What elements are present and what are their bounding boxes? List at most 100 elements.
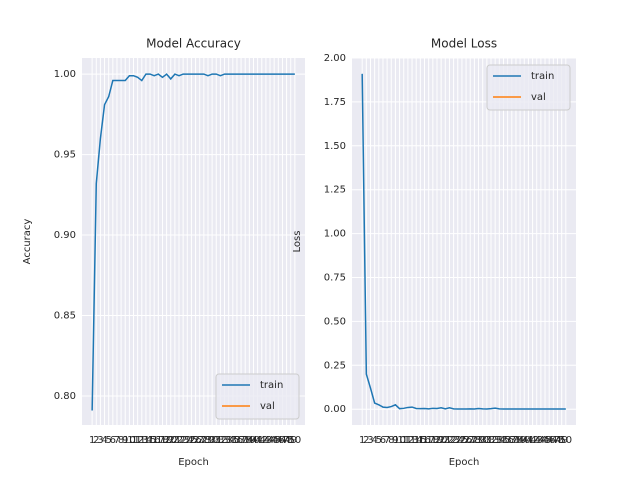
x-tick-label: 45 [268, 435, 281, 446]
plot-area [352, 58, 576, 425]
x-tick-label: 21 [439, 435, 452, 446]
x-tick-label: 25 [456, 435, 469, 446]
x-tick-label: 50 [288, 435, 301, 446]
y-tick-label: 0.75 [324, 272, 346, 283]
x-tick-label: 4 [101, 435, 107, 446]
x-tick-label: 14 [410, 435, 423, 446]
legend-label: val [531, 92, 546, 103]
chart-title: Model Loss [431, 37, 497, 51]
x-tick-label: 35 [226, 435, 239, 446]
x-tick-label: 11 [397, 435, 410, 446]
x-tick-label: 37 [505, 435, 518, 446]
y-tick-label: 0.50 [324, 316, 346, 327]
x-tick-label: 13 [135, 435, 148, 446]
x-tick-label: 42 [526, 435, 539, 446]
x-tick-label: 39 [514, 435, 527, 446]
x-tick-label: 15 [414, 435, 427, 446]
x-tick-label: 9 [392, 435, 398, 446]
x-tick-label: 40 [518, 435, 531, 446]
y-tick-label: 0.00 [324, 404, 346, 415]
x-tick-label: 28 [468, 435, 481, 446]
x-tick-label: 16 [418, 435, 431, 446]
x-tick-label: 36 [501, 435, 514, 446]
x-tick-label: 4 [371, 435, 377, 446]
x-tick-label: 12 [402, 435, 415, 446]
y-tick-label: 1.50 [324, 141, 346, 152]
x-tick-label: 33 [489, 435, 502, 446]
x-tick-label: 32 [214, 435, 227, 446]
x-tick-label: 24 [181, 435, 194, 446]
legend-box [486, 64, 571, 111]
line [361, 73, 566, 410]
x-tick-label: 48 [551, 435, 564, 446]
x-tick-label: 13 [406, 435, 419, 446]
x-tick-label: 1 [89, 435, 95, 446]
x-tick-label: 15 [144, 435, 157, 446]
legend-label: train [531, 71, 554, 82]
x-tick-label: 33 [218, 435, 231, 446]
x-tick-label: 44 [264, 435, 277, 446]
x-tick-label: 43 [530, 435, 543, 446]
x-tick-label: 45 [539, 435, 552, 446]
y-tick-label: 1.75 [324, 97, 346, 108]
x-tick-label: 26 [189, 435, 202, 446]
chart-title: Model Accuracy [146, 37, 241, 51]
x-tick-label: 23 [177, 435, 190, 446]
x-tick-label: 20 [435, 435, 448, 446]
x-tick-label: 16 [148, 435, 161, 446]
line [91, 73, 295, 411]
legend: train val [215, 373, 300, 420]
x-tick-label: 46 [272, 435, 285, 446]
x-tick-label: 7 [384, 435, 390, 446]
x-axis-label: Epoch [178, 457, 209, 468]
x-tick-label: 18 [156, 435, 169, 446]
x-tick-label: 22 [173, 435, 186, 446]
x-tick-label: 17 [422, 435, 435, 446]
x-tick-label: 14 [140, 435, 153, 446]
x-tick-label: 6 [110, 435, 116, 446]
x-tick-label: 27 [464, 435, 477, 446]
y-tick-label: 2.00 [324, 53, 346, 64]
x-tick-label: 3 [97, 435, 103, 446]
x-tick-label: 22 [443, 435, 456, 446]
x-tick-label: 49 [284, 435, 297, 446]
x-tick-label: 38 [510, 435, 523, 446]
x-tick-label: 5 [105, 435, 111, 446]
y-tick-label: 0.95 [54, 150, 76, 161]
x-tick-label: 3 [367, 435, 373, 446]
x-tick-label: 34 [222, 435, 235, 446]
x-tick-label: 18 [426, 435, 439, 446]
x-tick-label: 8 [388, 435, 394, 446]
y-tick-label: 1.00 [54, 69, 76, 80]
x-tick-label: 39 [243, 435, 256, 446]
y-axis-label: Loss [292, 231, 303, 253]
y-tick-label: 0.80 [54, 391, 76, 402]
x-tick-label: 24 [451, 435, 464, 446]
x-tick-label: 30 [476, 435, 489, 446]
x-tick-label: 19 [431, 435, 444, 446]
x-tick-label: 2 [363, 435, 369, 446]
x-tick-label: 29 [202, 435, 215, 446]
x-tick-label: 8 [118, 435, 124, 446]
x-tick-label: 11 [127, 435, 140, 446]
x-tick-label: 37 [235, 435, 248, 446]
x-tick-label: 28 [197, 435, 210, 446]
x-tick-label: 9 [122, 435, 128, 446]
x-tick-label: 47 [547, 435, 560, 446]
x-tick-label: 23 [447, 435, 460, 446]
x-tick-label: 21 [169, 435, 182, 446]
y-tick-label: 1.25 [324, 185, 346, 196]
y-tick-label: 0.90 [54, 230, 76, 241]
x-tick-label: 35 [497, 435, 510, 446]
y-tick-label: 0.85 [54, 311, 76, 322]
x-tick-label: 50 [559, 435, 572, 446]
x-tick-label: 41 [251, 435, 264, 446]
x-tick-label: 12 [131, 435, 144, 446]
x-tick-label: 40 [247, 435, 260, 446]
x-tick-label: 36 [231, 435, 244, 446]
y-tick-label: 1.00 [324, 229, 346, 240]
x-tick-label: 43 [260, 435, 273, 446]
x-tick-label: 31 [480, 435, 493, 446]
x-tick-label: 41 [522, 435, 535, 446]
y-tick-label: 0.25 [324, 360, 346, 371]
